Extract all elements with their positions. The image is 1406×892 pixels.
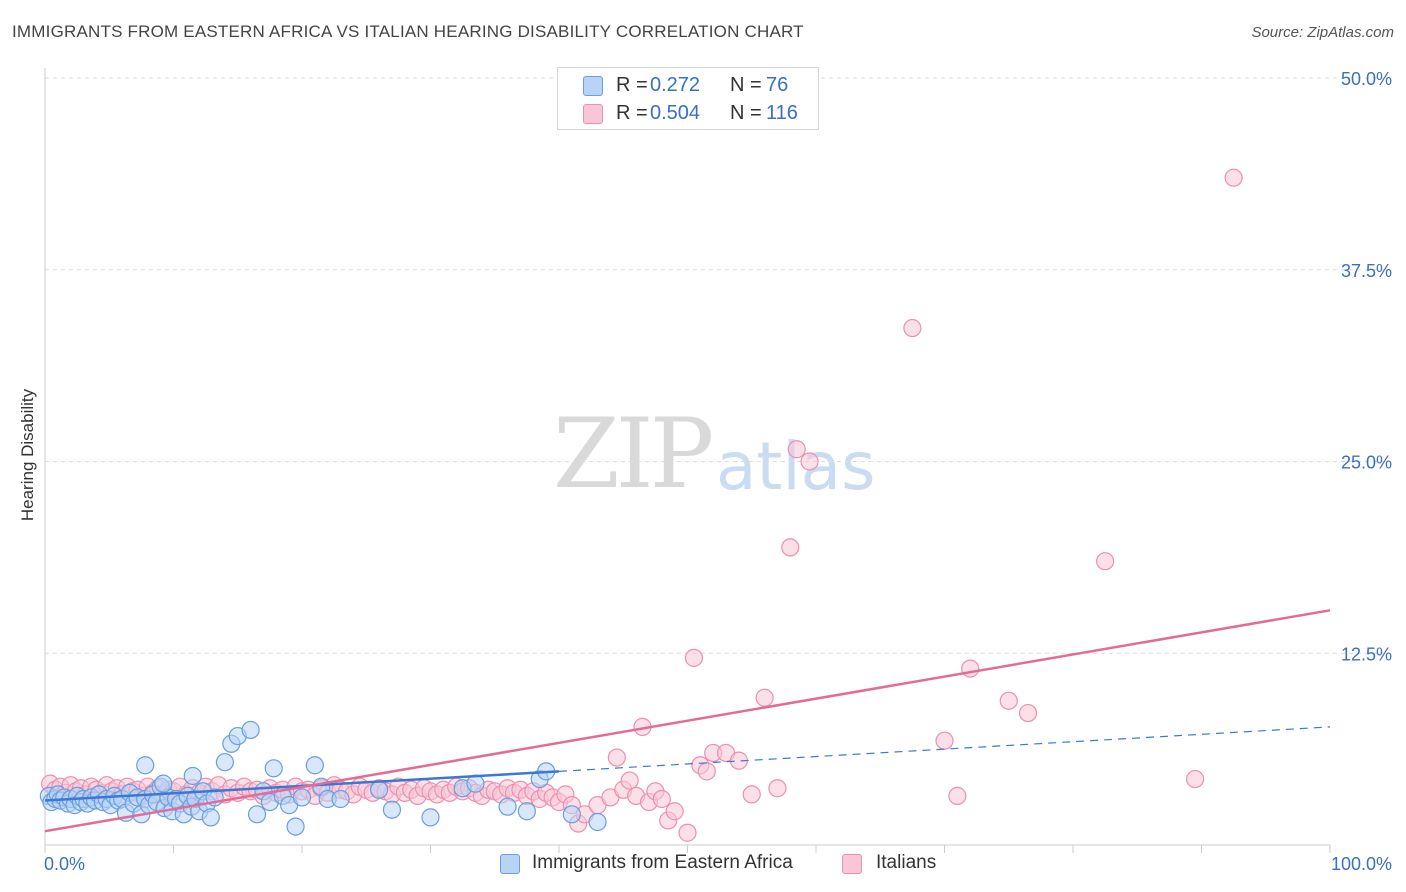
point-italians [1224, 168, 1243, 187]
point-italians [665, 802, 684, 821]
point-italians [1018, 703, 1038, 723]
point-italians [903, 318, 922, 338]
r-value: 0.504 [650, 102, 701, 124]
trendline-eastern-africa-extension [558, 726, 1331, 772]
point-eastern-africa [498, 797, 517, 816]
n-value: 76 [766, 74, 789, 96]
x-tick-label: 100.0% [1331, 854, 1392, 874]
point-italians [607, 748, 626, 767]
point-italians [800, 452, 819, 471]
x-tick-label: 0.0% [44, 854, 85, 874]
point-italians [935, 731, 954, 750]
point-eastern-africa [286, 817, 305, 836]
legend-row-eastern-africa: R = 0.272 N = 76 [558, 72, 818, 100]
point-italians [999, 691, 1018, 710]
r-value: 0.272 [650, 74, 701, 96]
trend-layer [44, 609, 1331, 833]
point-eastern-africa [562, 805, 581, 824]
point-italians [742, 785, 761, 804]
y-tick-label: 37.5% [1341, 261, 1392, 281]
legend-swatch-pink [583, 104, 603, 124]
point-italians [652, 789, 671, 809]
r-label: R = [616, 74, 648, 96]
n-value: 116 [766, 102, 798, 124]
r-label: R = [616, 102, 648, 124]
point-eastern-africa [588, 812, 607, 832]
axis-layer [44, 68, 1331, 853]
point-italians [768, 779, 787, 798]
point-eastern-africa [305, 756, 324, 775]
point-italians [684, 648, 704, 667]
label-layer: 12.5% 25.0% 37.5% 50.0% 0.0% 100.0% Hearing Di… [18, 69, 1392, 874]
point-eastern-africa [331, 789, 350, 809]
point-italians [755, 688, 774, 707]
point-italians [1096, 552, 1115, 571]
point-italians [781, 538, 800, 557]
y-tick-label: 12.5% [1341, 644, 1392, 664]
y-tick-label: 25.0% [1341, 453, 1392, 473]
point-eastern-africa [421, 808, 440, 827]
point-eastern-africa [264, 759, 283, 778]
point-italians [697, 762, 716, 781]
point-eastern-africa [201, 808, 220, 827]
legend-row-italians: R = 0.504 N = 116 [558, 100, 818, 128]
points-layer [39, 168, 1243, 842]
point-eastern-africa [154, 774, 173, 793]
point-eastern-africa [292, 788, 312, 807]
watermark-zip: ZIP [553, 398, 714, 510]
legend-swatch-blue [500, 854, 520, 874]
legend-swatch-pink [842, 854, 862, 874]
point-eastern-africa [183, 766, 202, 786]
grid-layer [45, 77, 1390, 654]
y-axis-label: Hearing Disability [18, 388, 37, 521]
y-tick-label: 50.0% [1341, 69, 1392, 89]
point-eastern-africa [241, 720, 260, 740]
legend-label: Immigrants from Eastern Africa [532, 852, 793, 873]
source-label: Source: ZipAtlas.com [1251, 24, 1394, 41]
point-italians [620, 771, 639, 790]
legend-label: Italians [876, 852, 937, 873]
trendline-italians [44, 609, 1331, 833]
point-eastern-africa [247, 805, 267, 824]
point-eastern-africa [382, 800, 402, 819]
point-italians [948, 786, 967, 806]
point-eastern-africa [370, 780, 389, 799]
point-eastern-africa [215, 753, 234, 772]
chart-title: IMMIGRANTS FROM EASTERN AFRICA VS ITALIA… [12, 22, 804, 41]
n-label: N = [730, 74, 762, 96]
point-italians [961, 659, 980, 678]
point-eastern-africa [517, 802, 536, 821]
point-italians [678, 823, 697, 842]
legend-swatch-blue [583, 76, 603, 96]
point-italians [787, 440, 806, 459]
point-italians [1185, 769, 1205, 789]
n-label: N = [730, 102, 762, 124]
correlation-legend: R = 0.272 N = 76 R = 0.504 N = 116 [557, 67, 819, 130]
point-eastern-africa [136, 756, 155, 775]
